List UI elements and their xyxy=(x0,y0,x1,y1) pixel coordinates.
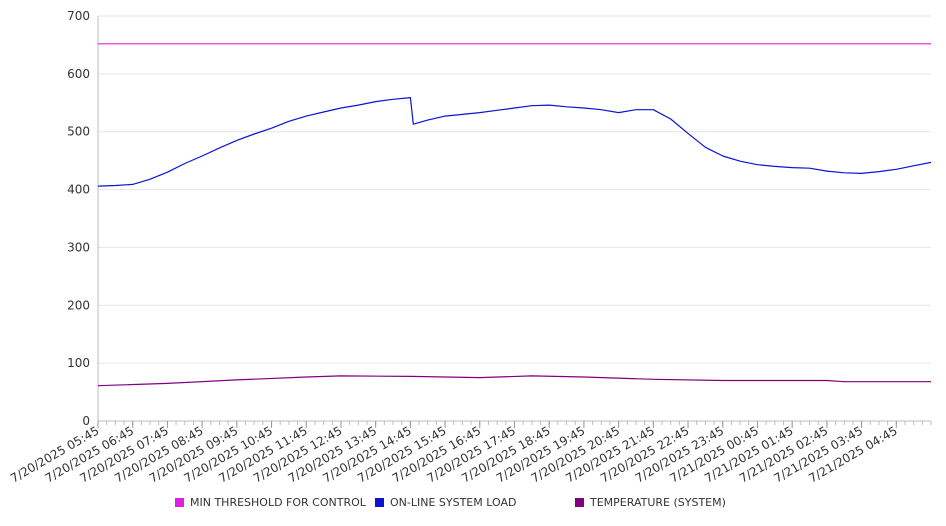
y-tick-label-200: 200 xyxy=(67,298,90,312)
legend-item-min-threshold[interactable]: MIN THRESHOLD FOR CONTROL xyxy=(175,496,366,509)
y-tick-label-400: 400 xyxy=(67,183,90,197)
legend-label-system-load: ON-LINE SYSTEM LOAD xyxy=(390,496,517,509)
y-tick-label-0: 0 xyxy=(82,414,90,428)
x-axis: 7/20/2025 05:457/20/2025 06:457/20/2025 … xyxy=(8,421,932,486)
legend-label-temperature: TEMPERATURE (SYSTEM) xyxy=(590,496,726,509)
legend-label-min-threshold: MIN THRESHOLD FOR CONTROL xyxy=(190,496,366,509)
legend-swatch-min-threshold xyxy=(175,498,184,507)
y-axis: 0 100 200 300 400 500 600 700 xyxy=(67,9,99,428)
gridlines xyxy=(98,15,931,422)
legend-item-system-load[interactable]: ON-LINE SYSTEM LOAD xyxy=(375,496,516,509)
series-line-system-load xyxy=(97,97,932,187)
legend-item-temperature[interactable]: TEMPERATURE (SYSTEM) xyxy=(575,496,726,509)
y-tick-label-500: 500 xyxy=(67,125,90,139)
y-tick-label-300: 300 xyxy=(67,240,90,254)
legend-swatch-temperature xyxy=(575,498,584,507)
series-lines xyxy=(97,43,932,387)
y-tick-label-700: 700 xyxy=(67,9,90,23)
series-line-temperature xyxy=(97,375,931,387)
legend: MIN THRESHOLD FOR CONTROL ON-LINE SYSTEM… xyxy=(0,496,946,516)
legend-swatch-system-load xyxy=(375,498,384,507)
y-tick-label-600: 600 xyxy=(67,67,90,81)
y-tick-label-100: 100 xyxy=(67,356,90,370)
